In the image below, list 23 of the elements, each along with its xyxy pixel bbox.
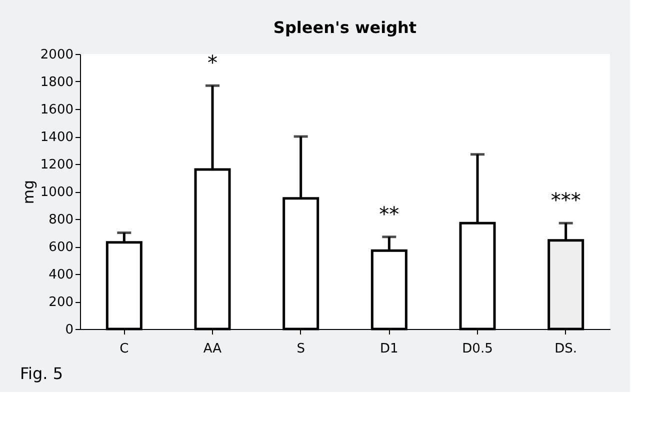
chart-title: Spleen's weight <box>273 18 417 37</box>
y-tick-label: 800 <box>48 212 74 228</box>
y-tick-label: 0 <box>65 322 74 338</box>
x-tick-label: S <box>296 342 305 356</box>
y-tick-label: 1200 <box>40 158 74 172</box>
y-tick-label: 1600 <box>40 102 74 118</box>
y-tick-label: 1400 <box>40 130 74 145</box>
caption: Fig. 5 <box>20 364 63 383</box>
annotation: *** <box>550 188 581 212</box>
x-tick-label: C <box>120 342 129 356</box>
y-tick-label: 2000 <box>40 48 74 62</box>
x-tick-label: D0.5 <box>462 342 493 356</box>
y-tick-label: 1000 <box>40 185 74 200</box>
y-tick-label: 200 <box>48 295 74 310</box>
x-tick-label: DS. <box>554 342 578 356</box>
x-tick-label: AA <box>203 342 222 356</box>
annotation: * <box>208 50 218 75</box>
x-tick-label: D1 <box>380 342 398 356</box>
y-axis-title: mg <box>19 180 38 204</box>
y-tick-label: 400 <box>48 268 74 282</box>
y-tick-label: 600 <box>48 240 74 255</box>
y-tick-label: 1800 <box>40 75 74 90</box>
annotation: ** <box>379 202 400 226</box>
